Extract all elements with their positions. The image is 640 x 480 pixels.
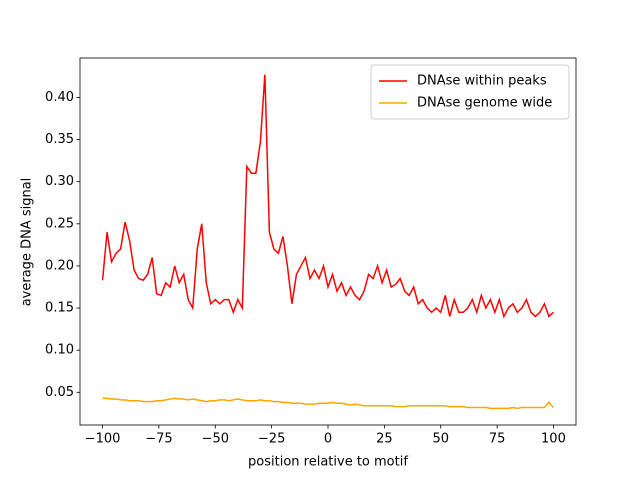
x-tick-label: 25 [376,432,393,447]
x-tick-label: −100 [85,432,121,447]
y-tick-label: 0.30 [45,174,74,189]
x-tick-label: −25 [258,432,285,447]
line [101,74,554,319]
y-tick-label: 0.20 [45,258,74,273]
legend-label: DNAse within peaks [417,74,547,89]
line [102,397,555,410]
y-tick-label: 0.05 [45,385,74,400]
x-tick-label: −75 [145,432,172,447]
y-tick-label: 0.25 [45,216,74,231]
y-tick-label: 0.10 [45,343,74,358]
y-axis-label: average DNA signal [20,178,35,307]
x-tick-label: 50 [432,432,449,447]
x-tick-label: 100 [541,432,566,447]
x-tick-label: 75 [489,432,506,447]
legend-box [370,64,570,120]
x-tick-label: 0 [324,432,332,447]
y-tick-label: 0.35 [45,132,74,147]
x-axis-label: position relative to motif [248,455,408,470]
legend-label: DNAse genome wide [417,96,552,111]
y-tick-label: 0.15 [45,301,74,316]
x-tick-label: −50 [202,432,229,447]
y-tick-label: 0.40 [45,90,74,105]
